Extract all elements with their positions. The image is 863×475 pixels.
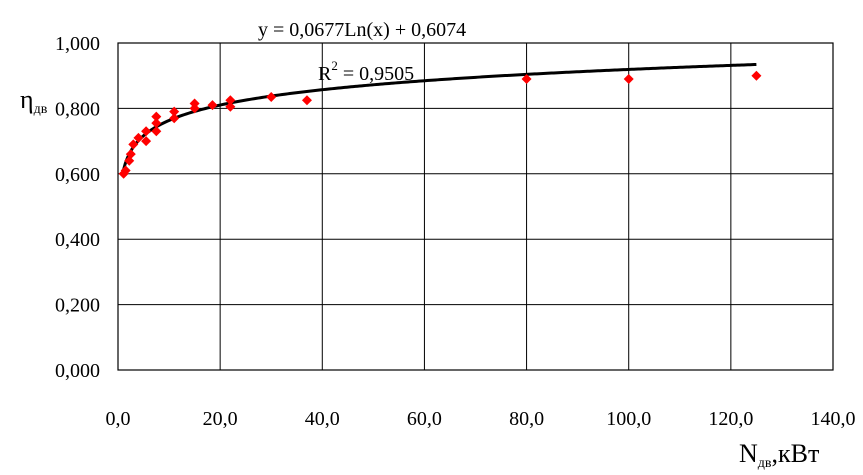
y-tick-labels: 0,000 0,200 0,400 0,600 0,800 1,000 [55, 33, 100, 382]
y-tick-label: 0,800 [55, 98, 100, 120]
data-point [120, 165, 131, 176]
data-point [151, 111, 162, 122]
data-point [751, 70, 762, 81]
data-point [207, 100, 218, 111]
trendline-equation: y = 0,0677Ln(x) + 0,6074 [258, 19, 466, 41]
x-tick-label: 140,0 [811, 408, 856, 430]
x-axis-title-sub: дв [758, 456, 772, 471]
x-tick-label: 100,0 [606, 408, 651, 430]
data-point [521, 73, 532, 84]
x-axis-title-main: N [739, 439, 758, 468]
x-axis-title: Nдв,кВт [739, 439, 819, 471]
data-point [225, 101, 236, 112]
x-tick-labels: 0,0 20,0 40,0 60,0 80,0 100,0 120,0 140,0 [106, 408, 856, 430]
r-squared-base: R [318, 63, 332, 85]
x-tick-label: 60,0 [407, 408, 442, 430]
data-point [128, 139, 139, 150]
data-point [301, 95, 312, 106]
r-squared-value: = 0,9505 [338, 63, 414, 85]
y-tick-label: 0,000 [55, 360, 100, 382]
x-tick-label: 0,0 [106, 408, 131, 430]
data-point [189, 98, 200, 109]
plot-area [117, 42, 834, 371]
data-point [266, 91, 277, 102]
data-point [141, 126, 152, 137]
data-point [151, 118, 162, 129]
y-tick-label: 0,600 [55, 164, 100, 186]
x-tick-label: 40,0 [305, 408, 340, 430]
data-point [125, 149, 136, 160]
data-point [623, 73, 634, 84]
x-tick-label: 80,0 [509, 408, 544, 430]
r-squared-sup: 2 [331, 58, 338, 73]
data-point [169, 113, 180, 124]
data-point [141, 136, 152, 147]
r-squared-label: R2 = 0,9505 [318, 58, 414, 85]
grid-lines [118, 43, 833, 370]
x-tick-label: 20,0 [203, 408, 238, 430]
data-point [133, 132, 144, 143]
y-axis-title: ηдв [20, 85, 48, 117]
data-points [118, 70, 762, 179]
data-point [124, 155, 135, 166]
y-axis-title-main: η [20, 85, 34, 114]
x-axis-title-unit: ,кВт [772, 439, 820, 468]
x-tick-label: 120,0 [708, 408, 753, 430]
y-axis-title-sub: дв [34, 102, 48, 117]
data-point [225, 95, 236, 106]
y-tick-label: 0,200 [55, 295, 100, 317]
y-tick-label: 1,000 [55, 33, 100, 55]
data-point [151, 126, 162, 137]
y-tick-label: 0,400 [55, 229, 100, 251]
data-point [169, 106, 180, 117]
